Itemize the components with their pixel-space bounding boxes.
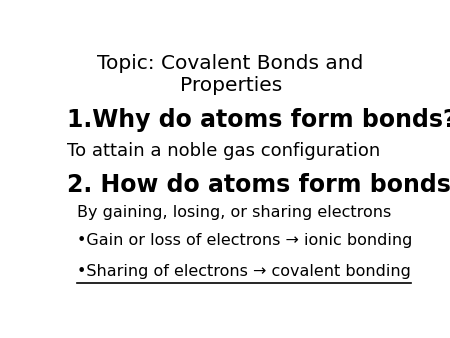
Text: 1.Why do atoms form bonds?: 1.Why do atoms form bonds?: [67, 108, 450, 132]
Text: By gaining, losing, or sharing electrons: By gaining, losing, or sharing electrons: [77, 204, 391, 219]
Text: 2. How do atoms form bonds?: 2. How do atoms form bonds?: [67, 173, 450, 197]
Text: To attain a noble gas configuration: To attain a noble gas configuration: [67, 142, 380, 160]
Text: •Gain or loss of electrons → ionic bonding: •Gain or loss of electrons → ionic bondi…: [77, 233, 413, 248]
Text: Topic: Covalent Bonds and
Properties: Topic: Covalent Bonds and Properties: [98, 54, 364, 95]
Text: •Sharing of electrons → covalent bonding: •Sharing of electrons → covalent bonding: [77, 264, 411, 280]
